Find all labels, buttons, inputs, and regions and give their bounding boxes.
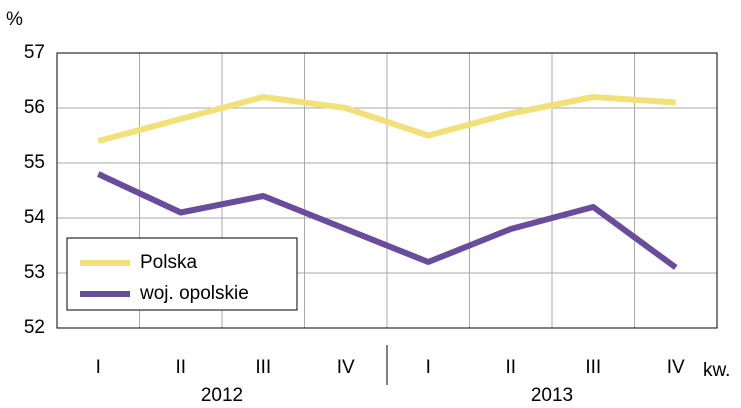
x-tick-label: IV — [667, 357, 685, 378]
x-tick-label: I — [96, 357, 101, 378]
y-tick-label: 52 — [24, 317, 45, 338]
series-line — [97, 94, 676, 144]
y-tick-label: 56 — [24, 97, 45, 118]
x-tick-label: II — [175, 357, 186, 378]
plot-frame — [56, 52, 718, 329]
legend-label: Polska — [140, 252, 197, 273]
x-tick-label: IV — [337, 357, 355, 378]
legend-label: woj. opolskie — [139, 283, 249, 304]
series-line — [96, 171, 678, 270]
x-tick-label: III — [255, 357, 271, 378]
x-group-label: 2013 — [531, 385, 573, 406]
y-tick-label: 55 — [24, 152, 45, 173]
x-tick-label: I — [426, 357, 431, 378]
x-tick-label: II — [505, 357, 516, 378]
y-tick-label: 53 — [24, 262, 45, 283]
x-unit: kw. — [703, 360, 730, 381]
y-tick-label: 57 — [24, 42, 45, 63]
y-unit: % — [6, 9, 23, 30]
legend-box — [66, 237, 298, 311]
x-group-label: 2012 — [201, 385, 243, 406]
x-tick-label: III — [585, 357, 601, 378]
y-tick-label: 54 — [24, 207, 46, 228]
